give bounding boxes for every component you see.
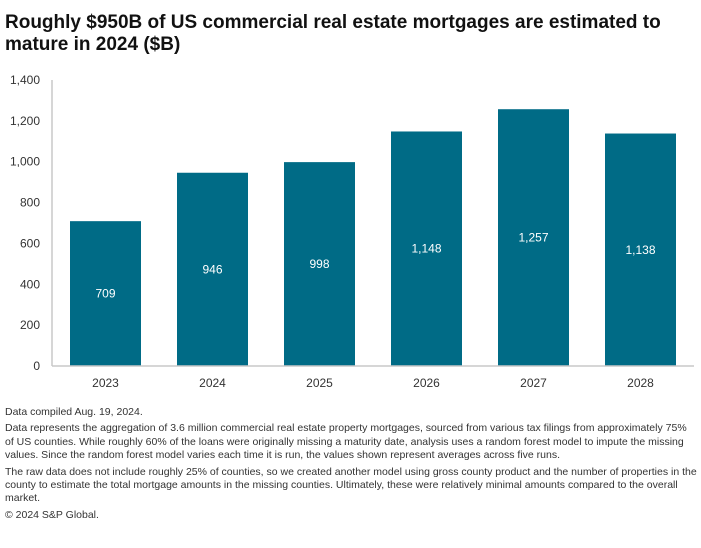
footnotes: Data compiled Aug. 19, 2024. Data repres… bbox=[5, 406, 697, 525]
missing-counties-note: The raw data does not include roughly 25… bbox=[5, 465, 697, 505]
data-label: 1,257 bbox=[518, 231, 548, 245]
x-tick-label: 2025 bbox=[306, 376, 333, 390]
data-label: 1,138 bbox=[625, 243, 655, 257]
chart-title: Roughly $950B of US commercial real esta… bbox=[5, 12, 661, 55]
bar-2026 bbox=[391, 131, 462, 366]
data-label: 946 bbox=[202, 262, 222, 276]
methodology-note: Data represents the aggregation of 3.6 m… bbox=[5, 422, 687, 462]
y-tick-label: 600 bbox=[20, 236, 40, 250]
y-tick-label: 400 bbox=[20, 277, 40, 291]
x-tick-label: 2023 bbox=[92, 376, 119, 390]
y-tick-label: 1,200 bbox=[10, 114, 40, 128]
data-label: 998 bbox=[309, 257, 329, 271]
bar-2023 bbox=[70, 221, 141, 366]
x-tick-label: 2024 bbox=[199, 376, 226, 390]
copyright: © 2024 S&P Global. bbox=[5, 508, 99, 521]
y-tick-label: 0 bbox=[33, 359, 40, 373]
x-tick-label: 2027 bbox=[520, 376, 547, 390]
bar-2027 bbox=[498, 109, 569, 366]
compiled-date: Data compiled Aug. 19, 2024. bbox=[5, 406, 143, 418]
y-tick-label: 800 bbox=[20, 196, 40, 210]
y-tick-label: 1,000 bbox=[10, 155, 40, 169]
bar-chart: 0 200 400 600 800 1,000 1,200 1,400 709 2023 946 20… bbox=[10, 73, 694, 390]
data-label: 709 bbox=[95, 287, 115, 301]
y-tick-label: 1,400 bbox=[10, 73, 40, 87]
bar-2025 bbox=[284, 162, 355, 366]
x-tick-label: 2028 bbox=[627, 376, 654, 390]
x-tick-label: 2026 bbox=[413, 376, 440, 390]
y-tick-label: 200 bbox=[20, 318, 40, 332]
bar-2028 bbox=[605, 133, 676, 366]
bar-2024 bbox=[177, 172, 248, 366]
data-label: 1,148 bbox=[411, 242, 441, 256]
